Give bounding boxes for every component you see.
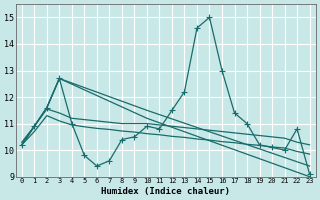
X-axis label: Humidex (Indice chaleur): Humidex (Indice chaleur) [101, 187, 230, 196]
